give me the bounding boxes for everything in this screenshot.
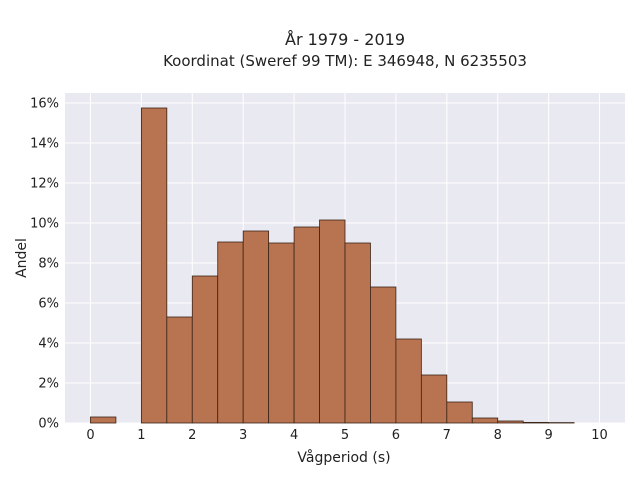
histogram-bar	[345, 243, 370, 423]
x-tick-label: 7	[443, 428, 451, 443]
x-tick-label: 10	[591, 428, 608, 443]
histogram-bar	[320, 220, 345, 423]
histogram-bar	[294, 227, 319, 423]
chart-title-line1: År 1979 - 2019	[285, 30, 405, 49]
x-tick-label: 9	[544, 428, 552, 443]
x-tick-label: 8	[494, 428, 502, 443]
x-tick-label: 1	[137, 428, 145, 443]
x-tick-label: 5	[341, 428, 349, 443]
histogram-bar	[498, 421, 523, 423]
histogram-bar	[421, 375, 446, 423]
y-tick-label: 0%	[38, 417, 59, 432]
y-tick-label: 6%	[38, 297, 59, 312]
y-tick-label: 4%	[38, 337, 59, 352]
y-axis-label: Andel	[14, 238, 30, 278]
y-tick-label: 12%	[30, 177, 59, 192]
histogram-bar	[396, 339, 421, 423]
chart-title-line2: Koordinat (Sweref 99 TM): E 346948, N 62…	[163, 52, 527, 70]
x-axis-ticks: 0 1 2 3 4 5 6 7 8 9 10	[86, 428, 608, 443]
x-tick-label: 2	[188, 428, 196, 443]
x-tick-label: 4	[290, 428, 298, 443]
histogram-bar	[218, 242, 243, 423]
histogram-bar	[523, 422, 548, 423]
x-tick-label: 6	[392, 428, 400, 443]
histogram-bar	[90, 417, 115, 423]
y-axis-ticks: 0% 2% 4% 6% 8% 10% 12% 14% 16%	[30, 97, 59, 432]
y-tick-label: 16%	[30, 97, 59, 112]
y-tick-label: 8%	[38, 257, 59, 272]
histogram-bar	[192, 276, 217, 423]
histogram-bar	[243, 231, 268, 423]
x-tick-label: 0	[86, 428, 94, 443]
x-axis-label: Vågperiod (s)	[297, 449, 390, 466]
histogram-bar	[141, 108, 166, 423]
y-tick-label: 2%	[38, 377, 59, 392]
histogram-bar	[472, 418, 497, 423]
y-tick-label: 14%	[30, 137, 59, 152]
histogram-bar	[370, 287, 395, 423]
y-tick-label: 10%	[30, 217, 59, 232]
histogram-bar	[269, 243, 294, 423]
x-tick-label: 3	[239, 428, 247, 443]
histogram-bar	[447, 402, 472, 423]
histogram-bar	[167, 317, 192, 423]
